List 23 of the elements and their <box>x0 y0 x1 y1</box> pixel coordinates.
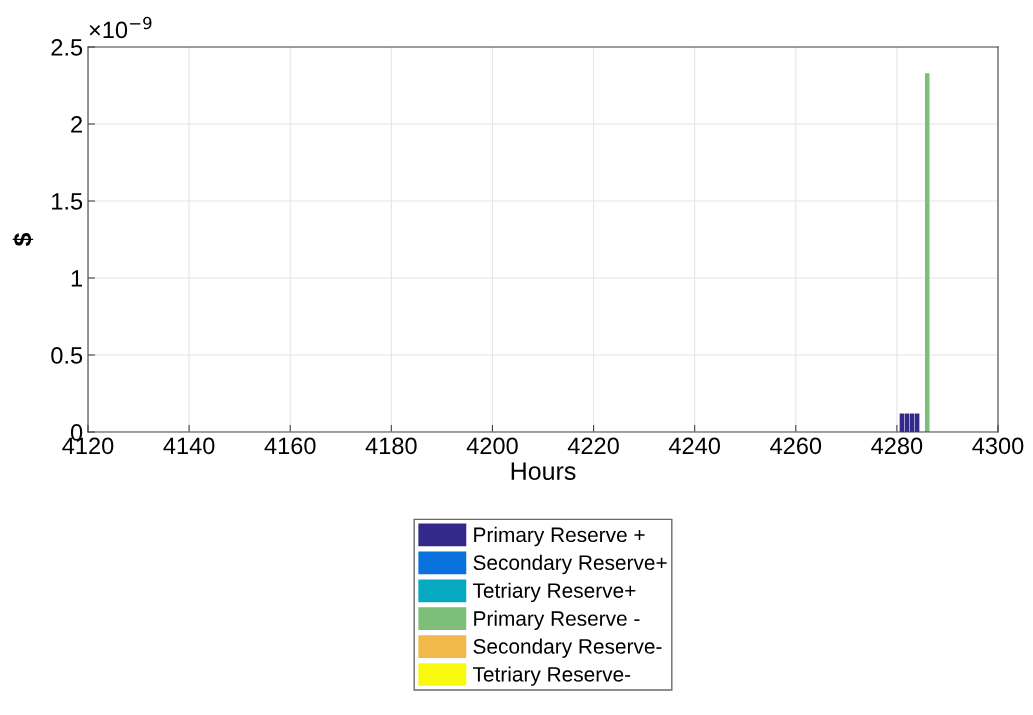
legend-label: Tetriary Reserve- <box>472 666 631 686</box>
text: ×10$^{−9}$ <box>89 16 152 39</box>
y-tick-label: 1.5 <box>52 193 83 210</box>
x-tick-label: 4260 <box>770 437 822 455</box>
x-tick-label: 4160 <box>264 437 316 455</box>
legend-label: Primary Reserve + <box>474 526 645 547</box>
y-tick-label: 1 <box>71 270 82 287</box>
x-tick-label: 4180 <box>365 437 417 455</box>
legend-label: Secondary Reserve+ <box>473 554 667 575</box>
legend-label: Secondary Reserve- <box>473 638 662 658</box>
x-tick-label: 4200 <box>466 437 518 455</box>
y-tick-label: 2.5 <box>51 39 83 56</box>
legend-label: Tetriary Reserve+ <box>472 582 636 603</box>
y-axis-title: $ <box>12 232 34 247</box>
y-tick-label: 0.5 <box>51 347 83 364</box>
x-tick-label: 4140 <box>163 437 215 455</box>
x-tick-label: 4280 <box>871 437 923 455</box>
x-tick-label: 4220 <box>567 437 619 455</box>
x-tick-label: 4300 <box>972 437 1024 455</box>
x-tick-label: 4240 <box>668 437 721 455</box>
y-tick-label: 2 <box>71 116 82 133</box>
x-axis-title: Hours <box>511 462 576 481</box>
legend-label: Primary Reserve - <box>474 610 640 630</box>
